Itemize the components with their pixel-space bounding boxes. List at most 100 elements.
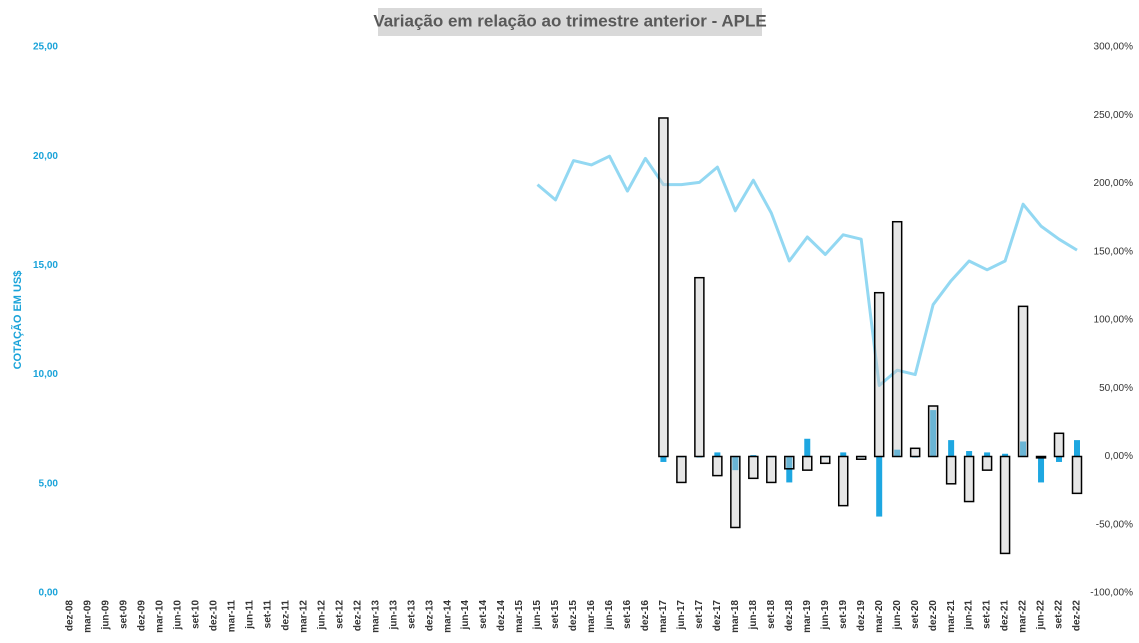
bar [748, 455, 759, 480]
bar [784, 455, 795, 470]
bar [909, 447, 921, 458]
x-tick-label: mar-10 [155, 600, 166, 633]
bar [894, 449, 901, 457]
x-tick-label: dez-15 [568, 600, 579, 632]
bar [1020, 441, 1027, 457]
bar [876, 456, 883, 517]
x-tick-label: mar-09 [83, 600, 94, 633]
price-line [536, 154, 1078, 387]
bar [1038, 456, 1045, 483]
x-tick-label: set-17 [694, 600, 705, 629]
bar [945, 455, 957, 485]
y2-tick-label: 50,00% [1099, 383, 1133, 394]
x-tick-label: set-13 [406, 600, 417, 629]
y2-tick-label: 0,00% [1105, 451, 1133, 462]
bar [1035, 455, 1047, 459]
bar [802, 455, 813, 471]
x-tick-label: jun-10 [173, 600, 184, 631]
x-tick-label: mar-14 [442, 600, 453, 633]
x-tick-label: dez-16 [640, 600, 651, 632]
x-tick-label: set-09 [119, 600, 130, 629]
bar [732, 456, 739, 471]
y2-tick-label: 150,00% [1094, 246, 1134, 257]
x-tick-label: set-11 [262, 600, 273, 629]
bar [1017, 305, 1029, 458]
bar [855, 455, 867, 460]
bar [714, 452, 721, 457]
x-tick-label: set-10 [191, 600, 202, 629]
bar [948, 440, 955, 457]
bar [660, 456, 667, 462]
title-box [378, 8, 762, 36]
x-tick-label: jun-16 [604, 600, 615, 631]
y2-tick-label: -100,00% [1090, 588, 1133, 599]
x-tick-label: dez-10 [208, 600, 219, 632]
x-tick-label: mar-11 [226, 600, 237, 633]
x-tick-label: jun-15 [532, 600, 543, 631]
y2-tick-label: -50,00% [1096, 519, 1133, 530]
x-tick-label: mar-15 [514, 600, 525, 633]
x-tick-label: dez-17 [712, 600, 723, 632]
bar [694, 276, 705, 458]
x-tick-label: jun-19 [820, 600, 831, 631]
x-tick-label: jun-09 [101, 600, 112, 631]
bar [1002, 453, 1009, 457]
y-tick-label: 5,00 [39, 478, 59, 489]
chart-title: Variação em relação ao trimestre anterio… [373, 11, 766, 30]
y2-tick-label: 100,00% [1094, 315, 1134, 326]
x-tick-label: jun-22 [1036, 600, 1047, 631]
bar [984, 452, 991, 457]
bar [963, 455, 975, 503]
x-tick-label: jun-21 [964, 600, 975, 631]
x-tick-label: dez-20 [928, 600, 939, 632]
x-tick-label: set-18 [766, 600, 777, 629]
bar [1053, 432, 1065, 458]
y-axis-label: COTAÇÃO EM US$ [11, 271, 24, 370]
x-tick-label: mar-16 [586, 600, 597, 633]
x-tick-label: mar-22 [1018, 600, 1029, 633]
x-tick-label: dez-11 [280, 600, 291, 631]
y-tick-label: 15,00 [33, 260, 58, 271]
bar [873, 291, 885, 458]
bar [927, 405, 939, 458]
bar [820, 455, 831, 465]
x-tick-label: dez-21 [1000, 600, 1011, 632]
x-tick-label: set-12 [334, 600, 345, 629]
x-tick-label: jun-18 [748, 600, 759, 631]
x-tick-label: jun-14 [460, 600, 471, 631]
bar [676, 455, 687, 484]
x-tick-label: dez-22 [1072, 600, 1083, 632]
y-tick-label: 20,00 [33, 151, 58, 162]
x-tick-label: mar-13 [370, 600, 381, 633]
y-tick-label: 25,00 [33, 42, 58, 53]
x-tick-label: mar-21 [946, 600, 957, 633]
bar [840, 452, 847, 457]
x-tick-label: set-14 [478, 600, 489, 629]
x-tick-label: set-16 [622, 600, 633, 629]
x-tick-label: set-19 [838, 600, 849, 629]
bar [930, 410, 937, 457]
x-tick-label: dez-13 [424, 600, 435, 632]
y2-tick-label: 250,00% [1094, 110, 1134, 121]
y-tick-label: 0,00 [39, 588, 59, 599]
bar [1056, 456, 1063, 462]
x-tick-label: mar-20 [874, 600, 885, 633]
x-tick-label: dez-19 [856, 600, 867, 632]
x-tick-label: dez-08 [65, 600, 76, 632]
x-tick-label: mar-19 [802, 600, 813, 633]
bar [837, 455, 849, 507]
x-tick-label: mar-12 [298, 600, 309, 633]
bar [1074, 440, 1080, 457]
x-tick-label: dez-09 [137, 600, 148, 632]
x-tick-label: jun-13 [388, 600, 399, 631]
x-tick-label: mar-18 [730, 600, 741, 633]
bar [1071, 455, 1083, 495]
x-tick-label: mar-17 [658, 600, 669, 633]
bar [658, 117, 669, 458]
bar [712, 455, 723, 477]
bar [999, 455, 1011, 555]
bar [891, 220, 903, 458]
x-tick-label: jun-20 [892, 600, 903, 631]
